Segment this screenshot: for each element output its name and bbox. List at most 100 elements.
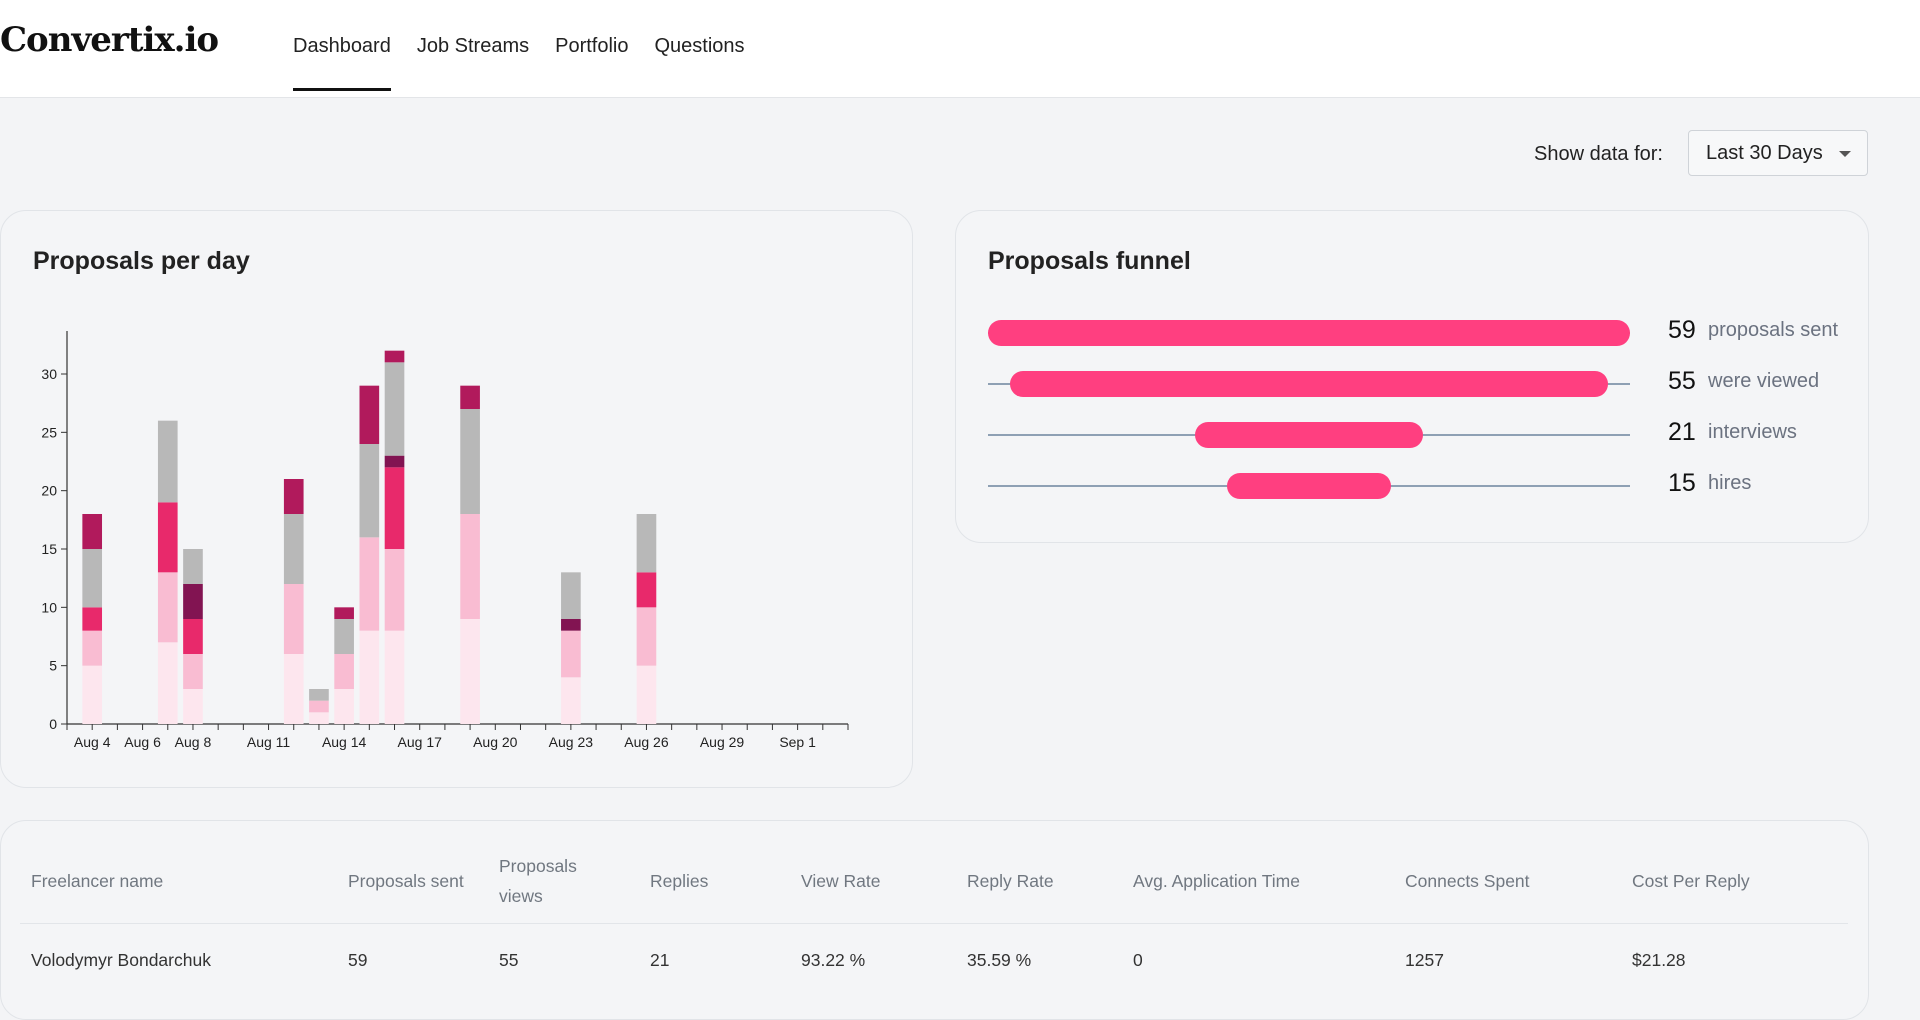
bar-segment: [636, 572, 657, 608]
table-cell: 35.59 %: [967, 950, 1032, 970]
funnel-bar: [1009, 371, 1609, 397]
x-tick-label: Aug 11: [247, 734, 291, 750]
funnel-label: interviews: [1708, 421, 1797, 443]
bar-segment: [157, 572, 178, 643]
funnel-title: Proposals funnel: [988, 247, 1191, 275]
column-header[interactable]: Proposals views: [499, 856, 577, 906]
table-cell: 21: [650, 950, 670, 970]
bar-segment: [561, 572, 581, 619]
column-header[interactable]: Avg. Application Time: [1133, 871, 1300, 891]
column-header[interactable]: Proposals sent: [348, 871, 464, 891]
date-range-label: Show data for:: [1534, 143, 1663, 165]
table-cell: 55: [499, 950, 519, 970]
funnel-row: 59 proposals sent: [956, 316, 1868, 348]
proposals-per-day-chart: 0 5 10 15 20 25 30 Aug 4 Aug 6 Aug 8 Aug 11 Aug 14 A…: [41, 331, 849, 750]
column-header[interactable]: Cost Per Reply: [1632, 871, 1750, 891]
y-tick-label: 20: [41, 483, 57, 499]
bar-segment: [309, 689, 329, 701]
bar-segment: [460, 385, 480, 409]
bar-segment: [334, 654, 354, 689]
funnel-label: proposals sent: [1708, 319, 1839, 341]
tab-dashboard[interactable]: Dashboard: [293, 0, 391, 97]
bar-segment: [384, 350, 405, 363]
bar-segment: [82, 630, 103, 666]
funnel-count: 15: [1668, 469, 1696, 497]
bar-segment: [309, 712, 329, 724]
x-tick-label: Aug 14: [322, 734, 367, 750]
bar-segment: [384, 549, 405, 631]
bar-segment: [183, 689, 203, 724]
freelancer-stats-table: [0, 820, 1869, 1020]
y-tick-label: 0: [49, 716, 57, 732]
date-range-select[interactable]: Last 30 Days: [1688, 130, 1868, 176]
bar-segment: [384, 630, 405, 724]
bar-segment: [82, 514, 103, 549]
table-cell: 1257: [1405, 950, 1444, 970]
funnel-bar: [1194, 422, 1424, 448]
bar-segment: [82, 549, 103, 608]
date-range-value: Last 30 Days: [1706, 142, 1823, 164]
y-tick-label: 25: [41, 424, 57, 440]
x-tick-label: Aug 26: [624, 734, 669, 750]
bar-segment: [183, 619, 203, 654]
x-tick-label: Aug 4: [74, 734, 111, 750]
chart-title: Proposals per day: [33, 247, 250, 275]
bar-segment: [460, 619, 480, 724]
table-cell[interactable]: Volodymyr Bondarchuk: [31, 950, 211, 970]
bar-segment: [157, 420, 178, 503]
funnel-row: 55 were viewed: [956, 367, 1868, 399]
bar-segment: [283, 479, 304, 514]
bar-segment: [334, 619, 354, 654]
funnel-row: 21 interviews: [956, 418, 1868, 450]
table-divider: [20, 923, 1848, 924]
bar-segment: [157, 502, 178, 573]
proposals-per-day-card: Proposals per day 0 5 10 15 20 25 30 Aug 4 Aug 6…: [0, 210, 913, 788]
x-tick-label: Aug 29: [700, 734, 745, 750]
bar-segment: [359, 444, 380, 538]
bar-segment: [334, 607, 354, 619]
bar-segment: [183, 654, 203, 689]
column-header[interactable]: View Rate: [801, 871, 881, 891]
tab-portfolio[interactable]: Portfolio: [555, 35, 629, 57]
tab-job-streams[interactable]: Job Streams: [416, 35, 530, 57]
bar-segment: [561, 630, 581, 678]
bar-segment: [460, 409, 480, 514]
x-tick-label: Sep 1: [779, 734, 816, 750]
brand-logo[interactable]: Convertix.io: [0, 20, 219, 60]
bar-segment: [460, 514, 480, 619]
funnel-label: were viewed: [1708, 370, 1820, 392]
chevron-down-icon: [1839, 151, 1851, 157]
y-tick-label: 5: [49, 658, 57, 674]
bar-segment: [359, 630, 380, 724]
x-tick-label: Aug 17: [398, 734, 443, 750]
x-tick-label: Aug 20: [473, 734, 518, 750]
bar-segment: [157, 642, 178, 724]
bar-segment: [384, 455, 405, 468]
bar-segment: [561, 677, 581, 724]
column-header[interactable]: Connects Spent: [1405, 871, 1530, 891]
y-tick-label: 30: [41, 366, 57, 382]
bar-segment: [636, 665, 657, 724]
x-tick-label: Aug 6: [124, 734, 161, 750]
proposals-funnel-card: Proposals funnel 59 proposals sent 55 were …: [955, 210, 1869, 543]
main-nav: Dashboard Job Streams Portfolio Question…: [293, 0, 745, 97]
bar-segment: [359, 385, 380, 444]
funnel-row: 15 hires: [956, 469, 1868, 501]
bar-segment: [283, 514, 304, 584]
bar-segment: [183, 549, 203, 584]
bar-segment: [334, 689, 354, 724]
bar-segment: [283, 654, 304, 724]
column-header[interactable]: Reply Rate: [967, 871, 1054, 891]
bar-segment: [82, 607, 103, 631]
funnel-bar: [988, 320, 1630, 346]
y-tick-label: 15: [41, 541, 57, 557]
funnel-count: 55: [1668, 367, 1696, 395]
column-header[interactable]: Freelancer name: [31, 871, 164, 891]
bar-segment: [359, 537, 380, 631]
tab-questions[interactable]: Questions: [654, 35, 745, 57]
funnel-count: 21: [1668, 418, 1696, 446]
bar-segment: [309, 700, 329, 713]
column-header[interactable]: Replies: [650, 871, 709, 891]
bar-segment: [384, 362, 405, 456]
bar-segment: [283, 584, 304, 654]
